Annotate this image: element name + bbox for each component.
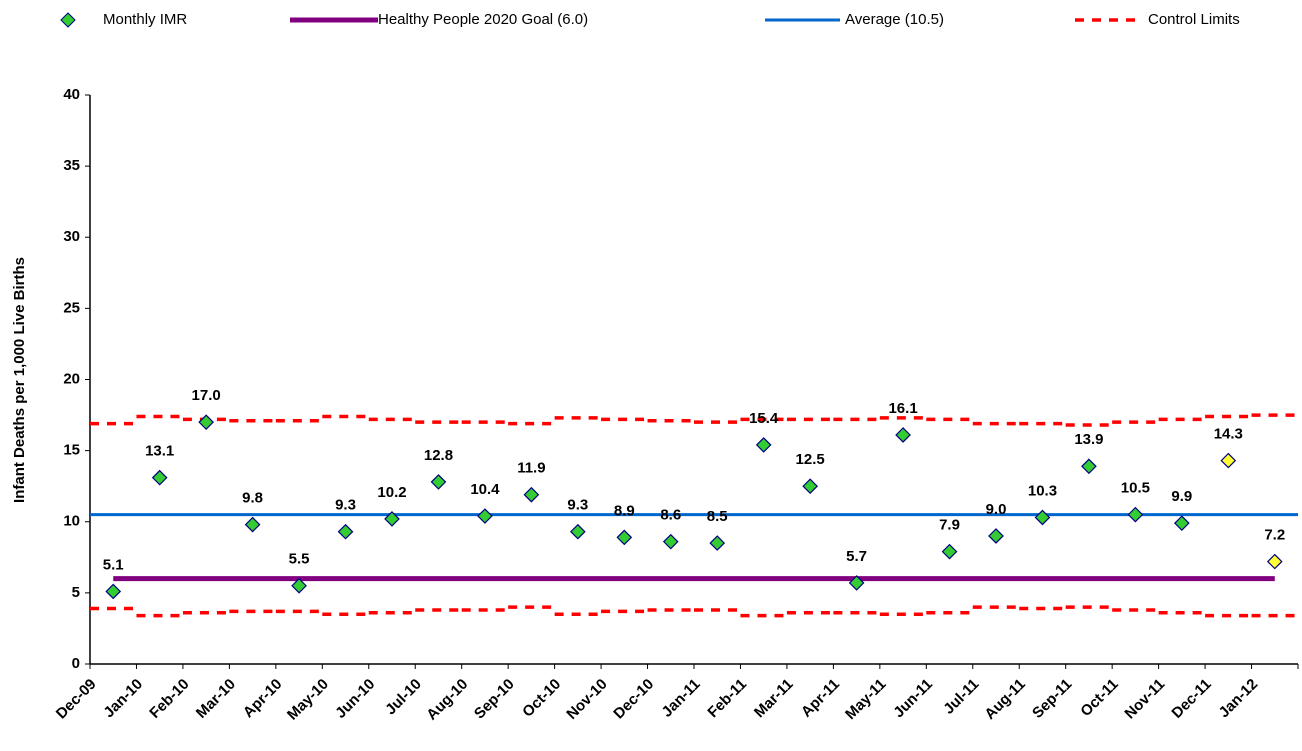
data-label: 7.9 [939, 517, 960, 534]
data-label: 9.3 [335, 497, 356, 514]
data-point [941, 543, 958, 560]
data-label: 16.1 [888, 400, 917, 417]
data-label: 10.4 [470, 481, 500, 498]
x-tick-label: Sep-11 [1029, 676, 1075, 722]
x-tick-label: Oct-10 [519, 676, 564, 721]
y-axis-label: Infant Deaths per 1,000 Live Births [11, 257, 28, 503]
data-point [1034, 509, 1051, 526]
y-tick-label: 30 [63, 228, 80, 245]
x-tick-label: Oct-11 [1077, 676, 1121, 720]
data-label: 5.5 [289, 551, 310, 568]
data-point [244, 516, 261, 533]
x-tick-label: Aug-10 [423, 676, 471, 724]
x-tick-label: Jul-10 [382, 676, 425, 719]
data-label: 8.6 [660, 507, 681, 524]
x-tick-label: Jul-11 [940, 676, 982, 718]
x-tick-label: Dec-11 [1168, 676, 1214, 722]
legend-label: Average (10.5) [845, 11, 944, 28]
data-label: 13.1 [145, 443, 174, 460]
legend-label: Healthy People 2020 Goal (6.0) [378, 11, 588, 28]
data-label: 10.2 [377, 484, 406, 501]
legend-label: Control Limits [1148, 11, 1240, 28]
x-tick-label: Feb-11 [704, 676, 750, 722]
x-tick-label: Jun-10 [332, 676, 378, 722]
data-point [709, 535, 726, 551]
data-point [430, 474, 447, 490]
legend-marker [60, 12, 76, 28]
y-tick-label: 35 [63, 157, 80, 174]
x-tick-label: Feb-10 [146, 676, 192, 722]
y-tick-label: 40 [63, 86, 80, 103]
data-label: 9.8 [242, 490, 263, 507]
x-tick-label: Nov-11 [1121, 676, 1168, 723]
y-tick-label: 20 [63, 370, 80, 387]
data-label: 12.8 [424, 447, 453, 464]
y-tick-label: 5 [72, 584, 80, 601]
data-label: 17.0 [192, 387, 221, 404]
x-tick-label: Sep-10 [471, 676, 518, 723]
x-tick-label: Apr-11 [798, 676, 843, 721]
x-tick-label: May-10 [284, 676, 332, 724]
data-label: 7.2 [1264, 527, 1285, 544]
data-point [662, 533, 679, 550]
data-label: 13.9 [1074, 431, 1103, 448]
data-label: 14.3 [1214, 426, 1243, 443]
data-point [895, 427, 911, 443]
data-label: 11.9 [517, 460, 545, 477]
data-point [105, 583, 122, 600]
data-point [1220, 452, 1237, 469]
x-tick-label: Jan-12 [1216, 676, 1262, 722]
x-tick-label: Aug-11 [981, 676, 1028, 723]
data-label: 8.5 [707, 508, 728, 525]
data-label: 10.3 [1028, 482, 1057, 499]
data-point [616, 529, 633, 546]
y-tick-label: 15 [63, 442, 80, 459]
data-label: 12.5 [796, 451, 825, 468]
data-label: 10.5 [1121, 480, 1150, 497]
data-point [848, 575, 865, 591]
x-tick-label: Jan-10 [100, 676, 146, 722]
data-point [337, 523, 354, 540]
data-point [755, 437, 772, 453]
data-label: 5.7 [846, 548, 867, 565]
data-point [151, 469, 168, 486]
data-point [384, 511, 400, 527]
data-point [198, 414, 215, 431]
data-label: 9.3 [567, 497, 588, 514]
x-tick-label: Dec-09 [53, 676, 100, 723]
data-point [569, 523, 586, 540]
data-label: 15.4 [749, 410, 779, 427]
x-tick-label: Mar-11 [751, 676, 797, 722]
data-label: 5.1 [103, 556, 124, 573]
x-tick-label: Jun-11 [890, 676, 936, 722]
y-tick-label: 10 [63, 513, 80, 530]
x-tick-label: Dec-10 [610, 676, 657, 723]
y-tick-label: 0 [72, 655, 80, 672]
x-tick-label: Jan-11 [659, 676, 704, 721]
data-point [1266, 553, 1283, 570]
data-point [523, 486, 540, 503]
legend-label: Monthly IMR [103, 11, 187, 28]
data-point [1081, 458, 1097, 475]
x-tick-label: Mar-10 [193, 676, 239, 722]
x-tick-label: Apr-10 [240, 676, 286, 722]
x-tick-label: Nov-10 [563, 676, 610, 723]
data-point [802, 478, 819, 495]
data-label: 8.9 [614, 502, 635, 519]
data-point [291, 577, 307, 594]
data-point [988, 528, 1004, 544]
x-tick-label: May-11 [842, 676, 889, 723]
data-label: 9.9 [1171, 488, 1192, 505]
data-label: 9.0 [986, 501, 1007, 518]
y-tick-label: 25 [63, 299, 80, 316]
data-point [477, 508, 493, 524]
data-point [1127, 506, 1144, 523]
data-point [1174, 515, 1190, 532]
